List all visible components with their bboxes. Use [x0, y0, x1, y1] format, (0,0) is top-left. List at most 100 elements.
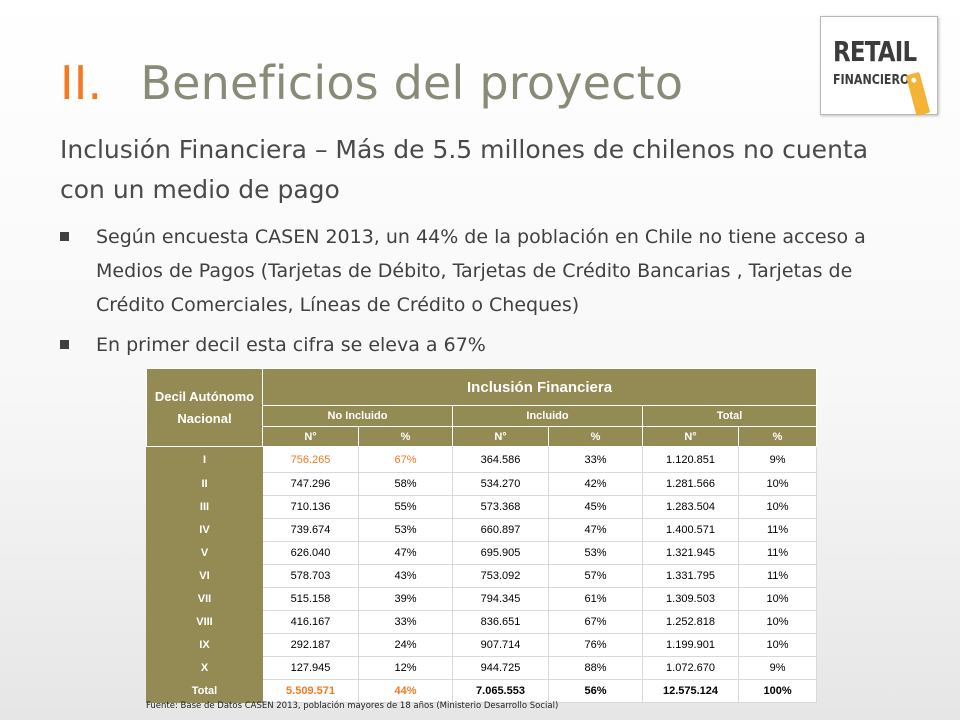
cell: 9%: [737, 446, 818, 473]
cell: 47%: [548, 518, 643, 542]
row-label: IX: [146, 633, 263, 657]
group-header-incluido: Incluido: [452, 405, 643, 427]
row-label: II: [146, 472, 263, 496]
cell: 43%: [358, 564, 453, 588]
slide-title: II. Beneficios del proyecto: [60, 56, 683, 110]
cell: 794.345: [452, 587, 549, 611]
cell: 33%: [548, 446, 643, 473]
cell: 944.725: [452, 656, 549, 680]
subheader-n: N°: [642, 426, 739, 447]
retail-financiero-logo: RETAIL FINANCIERO: [820, 16, 938, 117]
row-label: IV: [146, 518, 263, 542]
cell: 47%: [358, 541, 453, 565]
row-label: III: [146, 495, 263, 519]
cell: 76%: [548, 633, 643, 657]
row-label: X: [146, 656, 263, 680]
cell: 10%: [737, 472, 818, 496]
square-bullet-icon: [60, 232, 69, 241]
table-row: II 747.296 58% 534.270 42% 1.281.566 10%: [146, 472, 818, 496]
cell: 11%: [737, 564, 818, 588]
cell: 1.321.945: [642, 541, 739, 565]
cell: 1.120.851: [642, 446, 739, 473]
decil-header: Decil Autónomo Nacional: [146, 368, 263, 447]
row-label: VIII: [146, 610, 263, 634]
cell: 53%: [358, 518, 453, 542]
cell: 58%: [358, 472, 453, 496]
cell: 578.703: [262, 564, 359, 588]
cell: 10%: [737, 633, 818, 657]
cell: 11%: [737, 541, 818, 565]
cell: 24%: [358, 633, 453, 657]
inclusion-header: Inclusión Financiera: [261, 368, 818, 406]
table-row: I 756.265 67% 364.586 33% 1.120.851 9%: [146, 446, 818, 473]
cell: 88%: [548, 656, 643, 680]
table-row-total: Total 5.509.571 44% 7.065.553 56% 12.575…: [146, 679, 818, 703]
group-header-no-incluido: No Incluido: [262, 405, 453, 427]
cell: 626.040: [262, 541, 359, 565]
cell: 660.897: [452, 518, 549, 542]
cell: 61%: [548, 587, 643, 611]
table-row: VIII 416.167 33% 836.651 67% 1.252.818 1…: [146, 610, 818, 634]
cell: 55%: [358, 495, 453, 519]
price-tag-icon: [905, 71, 931, 117]
title-text: Beneficios del proyecto: [140, 56, 684, 110]
cell: 39%: [358, 587, 453, 611]
cell: 907.714: [452, 633, 549, 657]
cell: 1.252.818: [642, 610, 739, 634]
table-row: VI 578.703 43% 753.092 57% 1.331.795 11%: [146, 564, 818, 588]
cell: 739.674: [262, 518, 359, 542]
row-label: V: [146, 541, 263, 565]
subheader-n: N°: [452, 426, 549, 447]
cell: 7.065.553: [452, 679, 549, 703]
cell: 10%: [737, 495, 818, 519]
subheader-pct: %: [358, 426, 453, 447]
subheader-pct: %: [737, 426, 818, 447]
cell: 1.309.503: [642, 587, 739, 611]
row-label: I: [146, 446, 263, 473]
table-row: IX 292.187 24% 907.714 76% 1.199.901 10%: [146, 633, 818, 657]
cell: 753.092: [452, 564, 549, 588]
bullet-item: En primer decil esta cifra se eleva a 67…: [60, 328, 900, 362]
bullet-text: Según encuesta CASEN 2013, un 44% de la …: [96, 226, 866, 316]
square-bullet-icon: [60, 340, 69, 349]
bullet-text: En primer decil esta cifra se eleva a 67…: [96, 334, 486, 356]
cell: 45%: [548, 495, 643, 519]
cell: 9%: [737, 656, 818, 680]
cell: 534.270: [452, 472, 549, 496]
title-number: II.: [60, 56, 103, 110]
cell: 1.072.670: [642, 656, 739, 680]
cell: 710.136: [262, 495, 359, 519]
table-row: X 127.945 12% 944.725 88% 1.072.670 9%: [146, 656, 818, 680]
cell: 44%: [358, 679, 453, 703]
cell: 364.586: [452, 446, 549, 473]
group-header-total: Total: [641, 405, 818, 427]
subheader-pct: %: [548, 426, 643, 447]
cell: 1.283.504: [642, 495, 739, 519]
cell: 747.296: [262, 472, 359, 496]
row-label: VI: [146, 564, 263, 588]
cell: 11%: [737, 518, 818, 542]
cell: 42%: [548, 472, 643, 496]
cell: 127.945: [262, 656, 359, 680]
cell: 53%: [548, 541, 643, 565]
table-row: IV 739.674 53% 660.897 47% 1.400.571 11%: [146, 518, 818, 542]
cell: 515.158: [262, 587, 359, 611]
cell: 67%: [358, 446, 453, 473]
cell: 100%: [737, 679, 818, 703]
cell: 1.400.571: [642, 518, 739, 542]
cell: 1.331.795: [642, 564, 739, 588]
cell: 57%: [548, 564, 643, 588]
cell: 10%: [737, 587, 818, 611]
subheader-n: N°: [262, 426, 359, 447]
cell: 1.281.566: [642, 472, 739, 496]
cell: 10%: [737, 610, 818, 634]
bullet-list: Según encuesta CASEN 2013, un 44% de la …: [60, 220, 900, 368]
inclusion-table: Decil Autónomo Nacional Inclusión Financ…: [146, 368, 818, 703]
row-label: Total: [146, 679, 263, 703]
logo-line-1: RETAIL: [833, 35, 917, 68]
row-label: VII: [146, 587, 263, 611]
bullet-item: Según encuesta CASEN 2013, un 44% de la …: [60, 220, 900, 322]
table-row: III 710.136 55% 573.368 45% 1.283.504 10…: [146, 495, 818, 519]
cell: 33%: [358, 610, 453, 634]
cell: 56%: [548, 679, 643, 703]
